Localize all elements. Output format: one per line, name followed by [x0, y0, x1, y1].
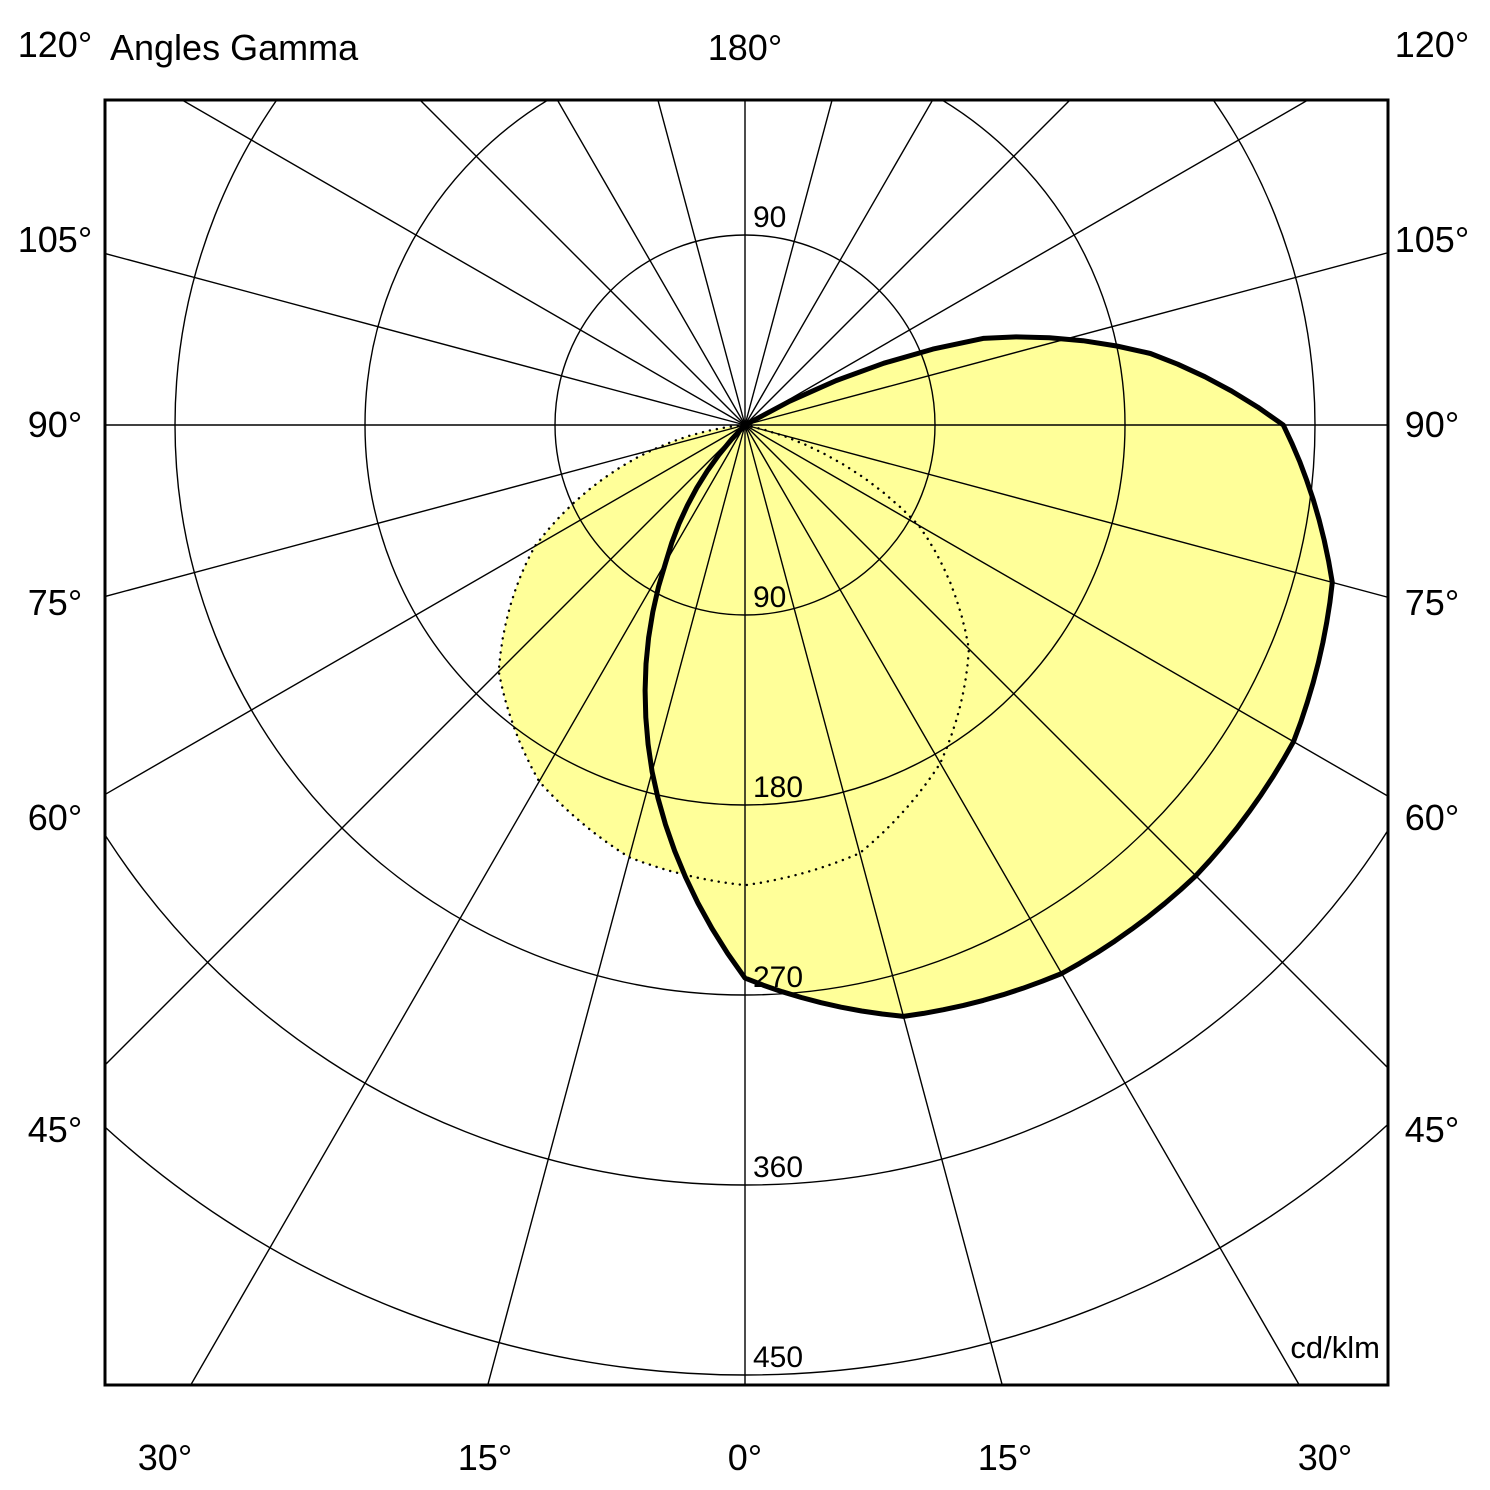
gamma-angle-label: 60°: [27, 797, 83, 838]
gamma-angle-label: 75°: [1404, 582, 1460, 623]
radial-line: [744, 100, 934, 426]
gamma-angle-label: 0°: [727, 1437, 763, 1478]
plot-border: [103, 98, 1390, 1387]
solid-curve: [642, 334, 1335, 1019]
radial-tick-label: 180: [753, 771, 803, 804]
radial-line: [744, 424, 1388, 798]
radial-line: [744, 251, 1388, 426]
radial-tick-label: 270: [753, 961, 803, 994]
gamma-angle-label: 90°: [1404, 404, 1460, 445]
gamma-angle-label: 90°: [27, 404, 83, 445]
radial-line: [744, 100, 1310, 426]
radial-tick-label: 450: [753, 1341, 803, 1374]
radial-line: [744, 424, 1301, 1385]
gamma-angle-label: 105°: [17, 219, 93, 260]
radial-line: [105, 252, 746, 426]
radial-tick-label: 90: [753, 581, 786, 614]
gamma-angle-label: 120°: [17, 24, 93, 65]
radial-line: [744, 424, 1003, 1385]
radial-line: [105, 424, 746, 796]
radial-line: [189, 424, 746, 1385]
radial-line: [180, 100, 746, 426]
gamma-angle-label: 45°: [1404, 1109, 1460, 1150]
gamma-angle-label: 30°: [1297, 1437, 1353, 1478]
radial-tick-label: 360: [753, 1151, 803, 1184]
radial-line: [657, 100, 746, 426]
solid-curve-fill: [645, 336, 1333, 1017]
radial-line: [744, 100, 833, 426]
unit-label: cd/klm: [1290, 1330, 1380, 1365]
gamma-angle-label: 15°: [977, 1437, 1033, 1478]
gamma-angle-label: 30°: [137, 1437, 193, 1478]
gamma-label-top: 180°: [707, 27, 783, 68]
radial-line: [744, 424, 1388, 1069]
gamma-angle-label: 120°: [1394, 24, 1470, 65]
chart-title: Angles Gamma: [110, 27, 359, 68]
radial-line: [105, 424, 746, 598]
gamma-angle-label: 75°: [27, 582, 83, 623]
radial-line: [556, 100, 746, 426]
radial-line: [744, 100, 1071, 426]
radial-line: [744, 424, 1388, 599]
radial-line: [105, 424, 746, 1066]
gamma-angle-label: 60°: [1404, 797, 1460, 838]
radial-tick-label: 90: [753, 201, 786, 234]
radial-line: [487, 424, 746, 1385]
gamma-angle-label: 15°: [457, 1437, 513, 1478]
radial-line: [419, 100, 746, 426]
dotted-curve: [497, 423, 971, 887]
gamma-angle-label: 105°: [1394, 219, 1470, 260]
gamma-angle-label: 45°: [27, 1109, 83, 1150]
